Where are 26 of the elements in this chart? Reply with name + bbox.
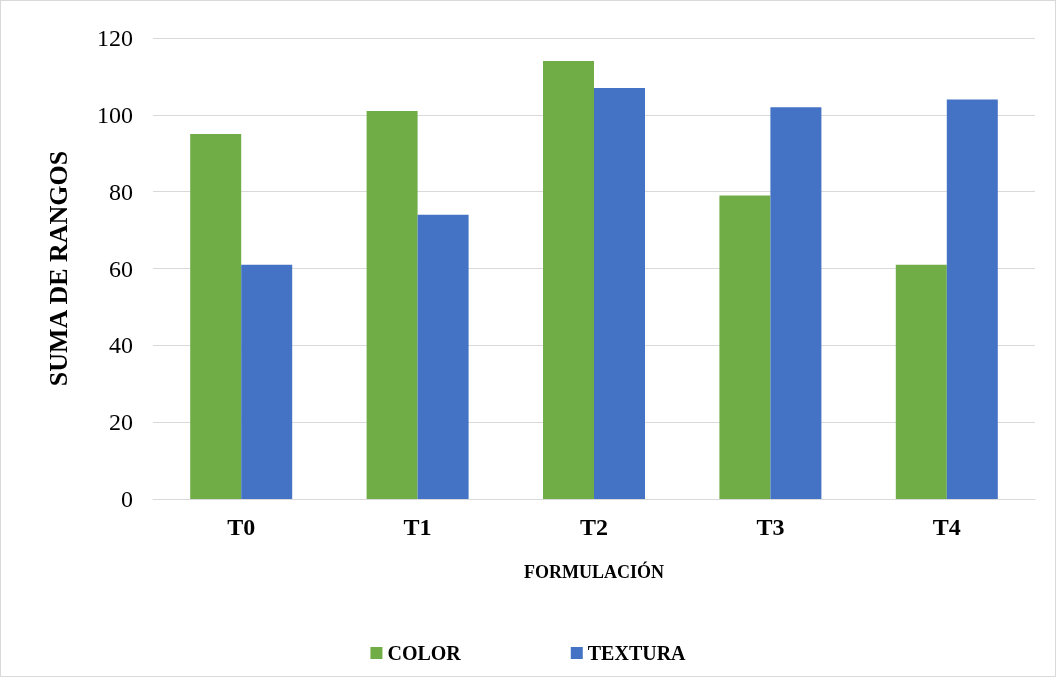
y-tick-label: 20 — [109, 409, 133, 436]
bar — [946, 99, 998, 499]
x-tick-label: T1 — [403, 514, 432, 540]
y-tick-label: 40 — [109, 332, 133, 359]
bar — [770, 107, 822, 499]
bar — [417, 214, 469, 499]
x-tick-label: T4 — [932, 514, 961, 540]
bar — [719, 195, 771, 499]
bar — [895, 264, 947, 499]
legend-label: TEXTURA — [587, 642, 687, 664]
bar — [366, 110, 418, 499]
y-tick-label: 120 — [97, 25, 133, 51]
x-tick-label: T3 — [756, 514, 785, 540]
y-tick-label: 80 — [109, 178, 133, 205]
y-axis-title: SUMA DE RANGOS — [43, 150, 73, 387]
x-axis-title: FORMULACIÓN — [524, 561, 664, 582]
x-tick-label: T0 — [227, 514, 256, 540]
x-tick-label: T2 — [579, 514, 609, 540]
bar — [241, 264, 293, 499]
y-tick-label: 0 — [121, 486, 133, 512]
y-tick-label: 60 — [109, 255, 133, 282]
y-tick-label: 100 — [97, 101, 133, 128]
legend-label: COLOR — [387, 642, 462, 664]
bar — [190, 134, 242, 499]
bar — [594, 87, 645, 499]
bar — [543, 61, 594, 499]
